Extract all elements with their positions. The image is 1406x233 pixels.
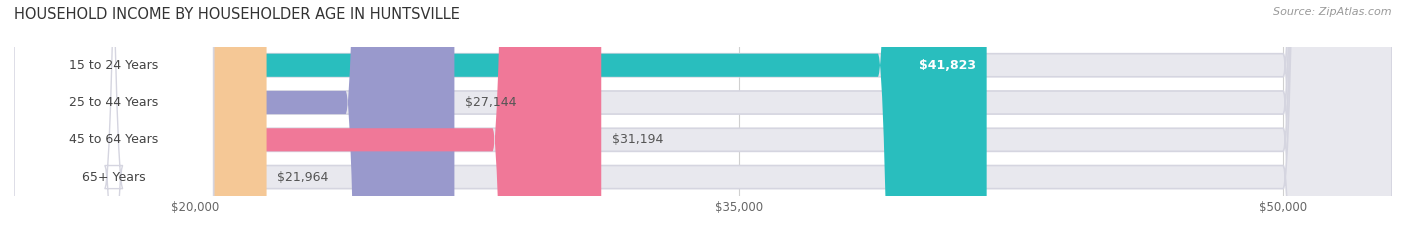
Text: $31,194: $31,194 xyxy=(612,133,664,146)
FancyBboxPatch shape xyxy=(14,0,214,233)
FancyBboxPatch shape xyxy=(14,0,267,233)
Text: $41,823: $41,823 xyxy=(918,59,976,72)
FancyBboxPatch shape xyxy=(14,0,1392,233)
Text: 45 to 64 Years: 45 to 64 Years xyxy=(69,133,159,146)
Text: $21,964: $21,964 xyxy=(277,171,329,184)
FancyBboxPatch shape xyxy=(14,0,1392,233)
FancyBboxPatch shape xyxy=(14,0,214,233)
Text: Source: ZipAtlas.com: Source: ZipAtlas.com xyxy=(1274,7,1392,17)
FancyBboxPatch shape xyxy=(14,0,454,233)
FancyBboxPatch shape xyxy=(14,0,1392,233)
Text: 15 to 24 Years: 15 to 24 Years xyxy=(69,59,159,72)
Text: 25 to 44 Years: 25 to 44 Years xyxy=(69,96,159,109)
Text: 65+ Years: 65+ Years xyxy=(82,171,146,184)
FancyBboxPatch shape xyxy=(14,0,602,233)
FancyBboxPatch shape xyxy=(14,0,214,233)
FancyBboxPatch shape xyxy=(14,0,1392,233)
FancyBboxPatch shape xyxy=(14,0,214,233)
Text: $27,144: $27,144 xyxy=(465,96,517,109)
FancyBboxPatch shape xyxy=(14,0,987,233)
Text: HOUSEHOLD INCOME BY HOUSEHOLDER AGE IN HUNTSVILLE: HOUSEHOLD INCOME BY HOUSEHOLDER AGE IN H… xyxy=(14,7,460,22)
